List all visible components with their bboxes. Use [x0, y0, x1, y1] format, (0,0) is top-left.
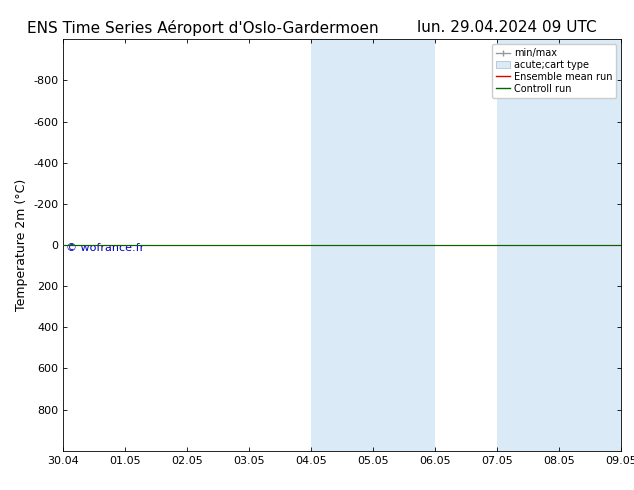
Bar	[497, 39, 559, 451]
Text: © wofrance.fr: © wofrance.fr	[66, 243, 145, 253]
Bar	[559, 39, 621, 451]
Y-axis label: Temperature 2m (°C): Temperature 2m (°C)	[15, 179, 28, 311]
Bar	[311, 39, 373, 451]
Bar	[373, 39, 436, 451]
Text: ENS Time Series Aéroport d'Oslo-Gardermoen: ENS Time Series Aéroport d'Oslo-Gardermo…	[27, 20, 378, 36]
Legend: min/max, acute;cart type, Ensemble mean run, Controll run: min/max, acute;cart type, Ensemble mean …	[492, 44, 616, 98]
Text: lun. 29.04.2024 09 UTC: lun. 29.04.2024 09 UTC	[417, 20, 597, 35]
